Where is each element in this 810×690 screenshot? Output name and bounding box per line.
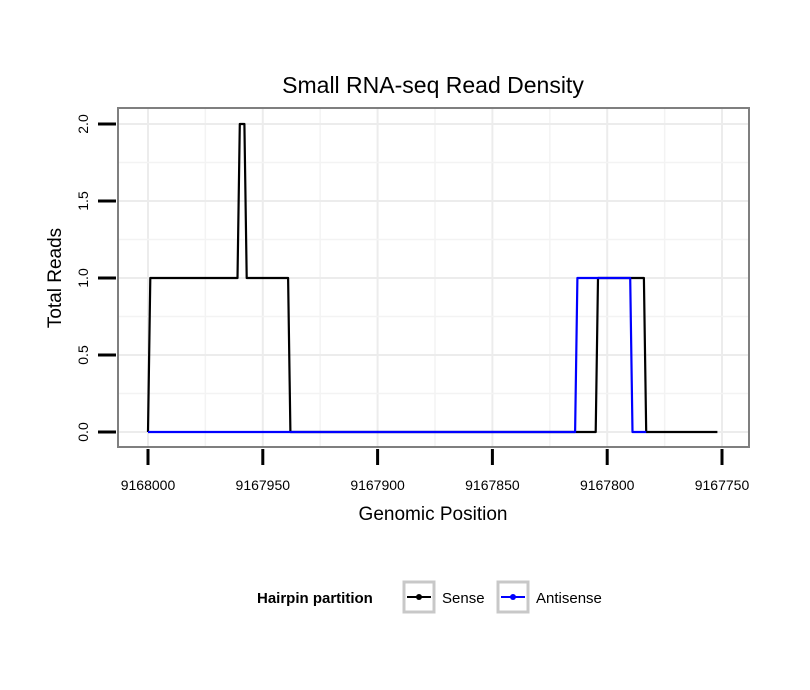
y-tick-label: 0.5 [75, 345, 91, 365]
series-line-antisense [148, 276, 647, 434]
y-tick-label: 0.0 [75, 422, 91, 442]
series-group [146, 122, 718, 434]
x-tick-label: 9167850 [465, 477, 520, 493]
x-axis-ticks: 9168000 9167950 9167900 9167850 9167800 91677… [121, 449, 750, 493]
grid [118, 108, 749, 447]
y-tick-label: 2.0 [75, 114, 91, 134]
x-tick-label: 9167950 [236, 477, 291, 493]
legend-entry-sense: Sense [402, 580, 485, 614]
legend-title: Hairpin partition [257, 590, 373, 607]
y-tick-label: 1.0 [75, 268, 91, 288]
legend: Hairpin partition Sense Antisense [257, 580, 602, 614]
y-axis-ticks: 0.0 0.5 1.0 1.5 2.0 [75, 114, 116, 442]
series-line-sense [146, 122, 718, 434]
x-axis-title: Genomic Position [359, 504, 508, 525]
chart-title: Small RNA-seq Read Density [282, 72, 584, 98]
legend-label-antisense: Antisense [536, 590, 602, 607]
x-tick-label: 9167800 [580, 477, 635, 493]
legend-point-antisense [510, 594, 516, 600]
y-axis-title: Total Reads [45, 228, 66, 328]
plot-border [117, 107, 750, 448]
y-tick-label: 1.5 [75, 191, 91, 211]
x-tick-label: 9167750 [695, 477, 750, 493]
x-tick-label: 9167900 [350, 477, 405, 493]
legend-label-sense: Sense [442, 590, 485, 607]
x-tick-label: 9168000 [121, 477, 176, 493]
legend-point-sense [416, 594, 422, 600]
legend-entry-antisense: Antisense [496, 580, 602, 614]
